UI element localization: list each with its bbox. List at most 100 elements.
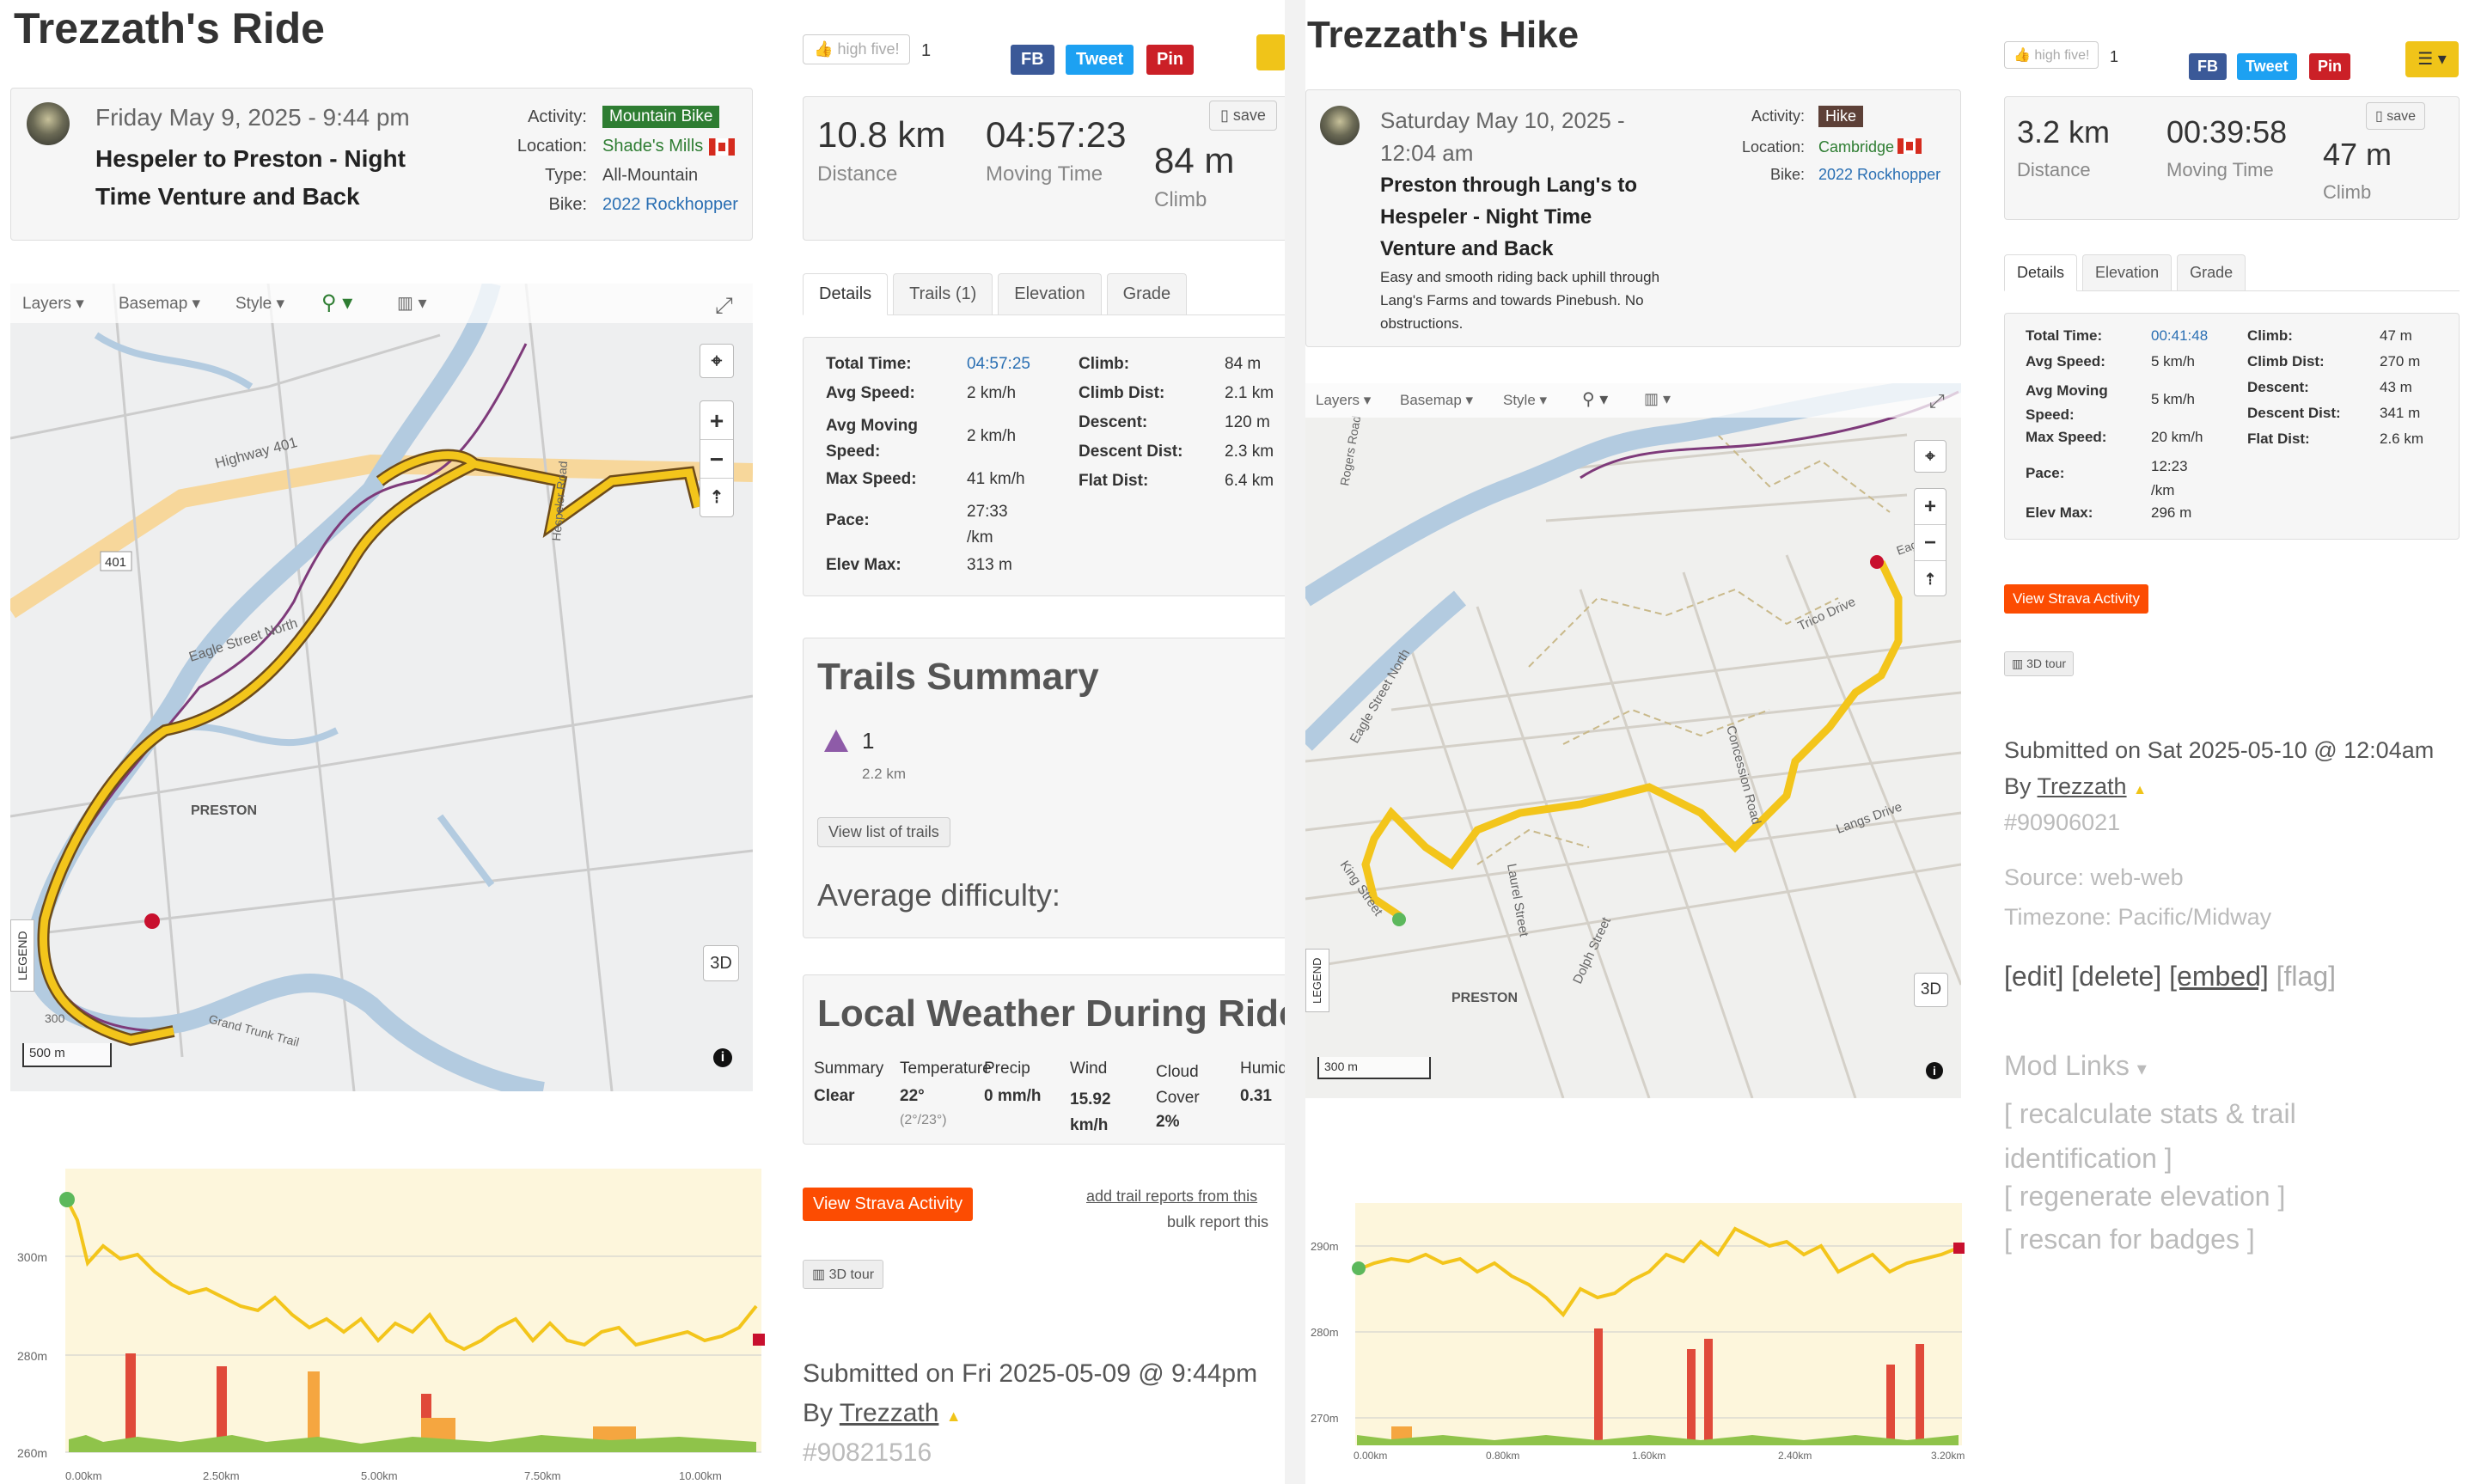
layers-menu[interactable]: Layers ▾ (1316, 392, 1372, 408)
basemap-menu[interactable]: Basemap ▾ (119, 295, 201, 313)
bulk-report-link[interactable]: bulk report this (1167, 1213, 1269, 1231)
tab-trails[interactable]: Trails (1) (893, 273, 993, 315)
weather-summary-head: Summary (814, 1060, 884, 1078)
zoom-out-button[interactable]: − (700, 440, 733, 479)
high-five-label: high five! (2034, 48, 2090, 63)
elev-y-260: 260m (17, 1446, 47, 1460)
style-label: Style (1503, 392, 1536, 408)
detail-key: Avg Speed: (2026, 353, 2105, 369)
route-map[interactable]: Highway 401 401 Eagle Street North PREST… (10, 284, 753, 1091)
user-link[interactable]: Trezzath (839, 1399, 939, 1427)
save-button[interactable]: ▯ save (2366, 102, 2426, 130)
3d-button[interactable]: 3D (703, 945, 739, 981)
elev-x-2: 5.00km (361, 1469, 398, 1482)
view-trails-button[interactable]: View list of trails (817, 817, 950, 847)
view-strava-button[interactable]: View Strava Activity (2004, 584, 2149, 614)
tab-elevation[interactable]: Elevation (2082, 254, 2172, 290)
menu-button[interactable]: ☰ ▾ (2405, 41, 2459, 77)
zoom-in-button[interactable]: + (1915, 489, 1946, 525)
route-map[interactable]: Eagle Street North Laurel Street Concess… (1305, 383, 1961, 1098)
weather-temp-range: (2°/23°) (900, 1113, 947, 1127)
elevation-chart[interactable]: 300m 280m 260m 0.00km 2.50km 5.00km 7.50… (9, 1169, 765, 1484)
embed-link[interactable]: [embed] (2169, 961, 2269, 992)
add-trail-reports-link[interactable]: add trail reports from this (1086, 1188, 1258, 1205)
tab-grade[interactable]: Grade (2177, 254, 2246, 290)
locate-button[interactable]: ⌖ (1914, 440, 1946, 473)
detail-key: Descent Dist: (1079, 443, 1183, 461)
style-menu[interactable]: Style ▾ (235, 295, 285, 313)
pin-button[interactable]: Pin (2309, 53, 2351, 80)
mod-regenerate-link[interactable]: [ regenerate elevation ] (2004, 1181, 2286, 1212)
bike-layer-icon[interactable]: ⚲ ▾ (321, 291, 353, 315)
pin-button[interactable]: Pin (1146, 45, 1195, 75)
submitted-line: Submitted on Fri 2025-05-09 @ 9:44pm (803, 1359, 1258, 1388)
total-time-link[interactable]: 04:57:25 (967, 355, 1030, 373)
details-box: Total Time: 04:57:25 Avg Speed: 2 km/h A… (803, 337, 1285, 596)
facebook-button[interactable]: FB (1011, 45, 1054, 75)
tab-details[interactable]: Details (2004, 254, 2078, 291)
basemap-menu[interactable]: Basemap ▾ (1400, 392, 1474, 408)
activity-name: Preston through Lang's to Hespeler - Nig… (1380, 174, 1638, 260)
map-canvas[interactable]: Eagle Street North Laurel Street Concess… (1305, 383, 1961, 1098)
tab-grade[interactable]: Grade (1106, 273, 1188, 315)
activity-badge[interactable]: Mountain Bike (602, 106, 720, 128)
fullscreen-icon[interactable]: ⤢ (715, 292, 733, 318)
mod-links-label: Mod Links (2004, 1050, 2130, 1081)
activity-badge[interactable]: Hike (1818, 106, 1864, 127)
compass-button[interactable]: ⇡ (1923, 571, 1937, 588)
info-icon[interactable]: i (713, 1048, 732, 1067)
thumbs-up-icon: 👍 (814, 40, 834, 58)
total-time-link[interactable]: 00:41:48 (2151, 327, 2209, 344)
save-button[interactable]: ▯ save (1209, 101, 1277, 131)
facebook-button[interactable]: FB (2189, 53, 2227, 80)
high-five-button[interactable]: 👍 high five! (2004, 41, 2099, 69)
menu-button[interactable] (1256, 34, 1285, 70)
mod-links-toggle[interactable]: Mod Links ▾ (2004, 1050, 2147, 1082)
tab-details[interactable]: Details (803, 273, 889, 315)
delete-link[interactable]: [delete] (2071, 961, 2162, 992)
fullscreen-icon[interactable]: ⤢ (1929, 390, 1945, 412)
tweet-button[interactable]: Tweet (2237, 53, 2297, 80)
mod-recalculate-link[interactable]: [ recalculate stats & trail identificati… (2004, 1098, 2296, 1174)
avatar[interactable] (27, 102, 70, 145)
weather-wind-head: Wind (1070, 1060, 1108, 1078)
location-link[interactable]: Shade's Mills (602, 137, 704, 156)
tab-elevation[interactable]: Elevation (998, 273, 1102, 315)
detail-tabs: Details Trails (1) Elevation Grade (803, 273, 1285, 315)
hike-page: Trezzath's Hike Saturday May 10, 2025 - … (1305, 0, 2475, 1484)
zoom-out-button[interactable]: − (1915, 525, 1946, 561)
legend-tab[interactable]: LEGEND (1305, 949, 1329, 1012)
map-canvas[interactable]: Highway 401 401 Eagle Street North PREST… (10, 284, 753, 1091)
3d-button[interactable]: 3D (1914, 973, 1948, 1007)
edit-link[interactable]: [edit] (2004, 961, 2064, 992)
style-menu[interactable]: Style ▾ (1503, 392, 1548, 408)
high-five-button[interactable]: 👍 high five! (803, 34, 911, 64)
compass-button[interactable]: ⇡ (709, 488, 724, 507)
elevation-chart[interactable]: 290m 280m 270m 0.00km 0.80km 1.60km 2.40… (1305, 1177, 1976, 1461)
trails-summary: Trails Summary 1 2.2 km View list of tra… (803, 638, 1285, 938)
avatar[interactable] (1320, 106, 1360, 145)
map-book-icon[interactable]: ▥ ▾ (397, 294, 427, 313)
layers-menu[interactable]: Layers ▾ (22, 295, 84, 313)
bike-link[interactable]: 2022 Rockhopper (1818, 166, 1941, 183)
view-strava-button[interactable]: View Strava Activity (803, 1188, 974, 1221)
location-link[interactable]: Cambridge (1818, 138, 1895, 156)
legend-tab[interactable]: LEGEND (10, 919, 34, 992)
save-label: save (1232, 107, 1266, 124)
zoom-in-button[interactable]: + (700, 401, 733, 440)
tweet-button[interactable]: Tweet (1066, 45, 1134, 75)
flag-link[interactable]: [flag] (2276, 961, 2337, 992)
detail-key: Max Speed: (2026, 429, 2107, 445)
bike-link[interactable]: 2022 Rockhopper (602, 195, 738, 214)
user-link[interactable]: Trezzath (2037, 773, 2127, 799)
3d-tour-button[interactable]: ▥ 3D tour (2004, 651, 2075, 676)
trail-distance: 2.2 km (862, 766, 907, 782)
mod-rescan-link[interactable]: [ rescan for badges ] (2004, 1224, 2255, 1255)
detail-value: 2.3 km (1225, 443, 1274, 461)
map-book-icon[interactable]: ▥ ▾ (1644, 390, 1671, 407)
3d-tour-button[interactable]: ▥ 3D tour (803, 1260, 884, 1289)
locate-button[interactable]: ⌖ (700, 344, 734, 378)
bike-layer-icon[interactable]: ⚲ ▾ (1582, 390, 1609, 409)
by-label: By (803, 1399, 834, 1427)
info-icon[interactable]: i (1926, 1062, 1943, 1079)
